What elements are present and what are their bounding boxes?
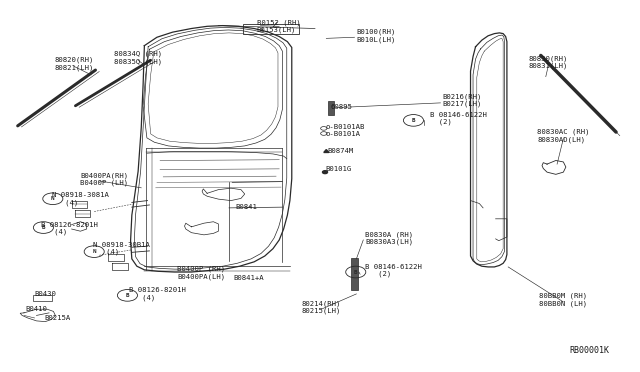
Text: B0216(RH)
B0217(LH): B0216(RH) B0217(LH) xyxy=(442,93,482,108)
Text: 80834Q (RH)
80835Q (LH): 80834Q (RH) 80835Q (LH) xyxy=(114,51,162,65)
Bar xyxy=(33,295,52,301)
Text: B 08126-8201H
   (4): B 08126-8201H (4) xyxy=(129,287,186,301)
Text: B0830A (RH)
B0830A3(LH): B0830A (RH) B0830A3(LH) xyxy=(365,231,413,246)
Text: B0841: B0841 xyxy=(235,204,257,210)
Text: B0400P (RH)
B0400PA(LH): B0400P (RH) B0400PA(LH) xyxy=(177,266,225,280)
Text: B0400PA(RH)
B0400P (LH): B0400PA(RH) B0400P (LH) xyxy=(81,173,129,186)
Text: 80214(RH)
80215(LH): 80214(RH) 80215(LH) xyxy=(301,300,341,314)
Text: 60895: 60895 xyxy=(330,104,352,110)
Text: N 08918-3081A
   (4): N 08918-3081A (4) xyxy=(52,192,108,206)
Text: B: B xyxy=(412,118,415,123)
Text: B 08146-6122H
   (2): B 08146-6122H (2) xyxy=(365,264,422,278)
Text: B0215A: B0215A xyxy=(45,315,71,321)
Text: B: B xyxy=(42,225,45,230)
Text: B: B xyxy=(354,270,358,275)
Text: 80BB0M (RH)
80BB0N (LH): 80BB0M (RH) 80BB0N (LH) xyxy=(540,293,588,307)
Text: B0152 (RH)
B0153(LH): B0152 (RH) B0153(LH) xyxy=(257,19,300,33)
Text: RB00001K: RB00001K xyxy=(570,346,610,355)
Text: B 08146-6122H
  (2): B 08146-6122H (2) xyxy=(430,112,487,125)
Circle shape xyxy=(323,171,328,174)
Text: B0841+A: B0841+A xyxy=(234,275,264,281)
Text: N: N xyxy=(92,249,96,254)
Text: o-B0101AB
o-B0101A: o-B0101AB o-B0101A xyxy=(325,124,364,137)
Bar xyxy=(351,258,358,290)
Text: B: B xyxy=(125,293,129,298)
Text: 80830(RH)
80831(LH): 80830(RH) 80831(LH) xyxy=(529,55,568,69)
Text: B0100(RH)
B010L(LH): B0100(RH) B010L(LH) xyxy=(356,29,396,43)
Text: 80830AC (RH)
80830AD(LH): 80830AC (RH) 80830AD(LH) xyxy=(537,129,589,143)
Bar xyxy=(328,102,334,115)
Text: B0874M: B0874M xyxy=(328,148,354,154)
Text: B0410: B0410 xyxy=(26,306,47,312)
Text: 80820(RH)
80821(LH): 80820(RH) 80821(LH) xyxy=(54,57,94,71)
Text: B0430: B0430 xyxy=(35,291,56,297)
Text: B0101G: B0101G xyxy=(325,166,351,171)
Polygon shape xyxy=(324,150,329,153)
Text: B 08126-8201H
   (4): B 08126-8201H (4) xyxy=(41,222,98,235)
Text: N 08918-30B1A
   (4): N 08918-30B1A (4) xyxy=(93,242,150,256)
Text: N: N xyxy=(51,196,54,201)
